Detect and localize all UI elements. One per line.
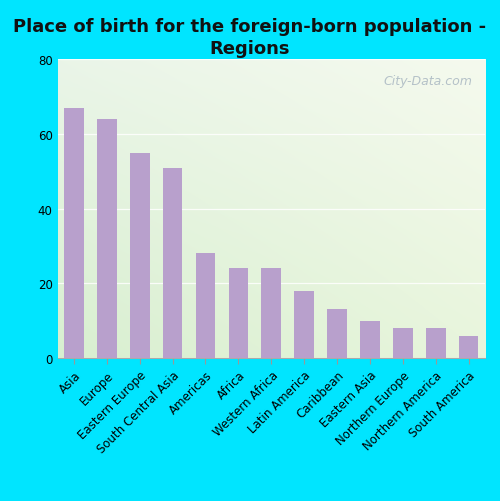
Bar [393, 329, 412, 358]
Bar [97, 120, 116, 358]
Text: Place of birth for the foreign-born population -
Regions: Place of birth for the foreign-born popu… [14, 18, 486, 58]
Bar [196, 254, 216, 358]
Bar [262, 269, 281, 358]
Bar [426, 329, 446, 358]
Bar [327, 310, 347, 358]
Text: City-Data.com: City-Data.com [384, 75, 472, 88]
Bar [294, 291, 314, 358]
Bar [458, 336, 478, 358]
Bar [360, 321, 380, 358]
Bar [228, 269, 248, 358]
Bar [162, 168, 182, 358]
Bar [64, 109, 84, 358]
Bar [130, 153, 150, 358]
